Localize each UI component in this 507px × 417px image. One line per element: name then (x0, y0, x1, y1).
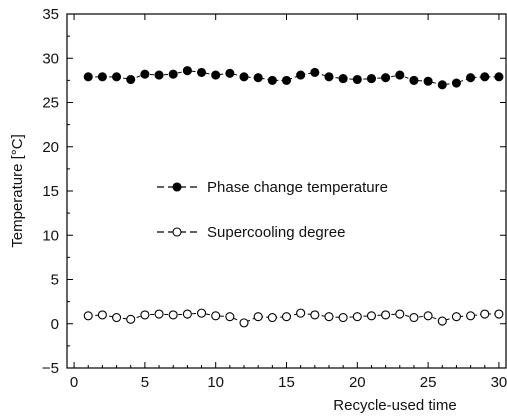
data-point (480, 309, 490, 319)
series-layer (83, 66, 504, 328)
data-point (154, 309, 164, 319)
data-point (466, 73, 476, 83)
data-point (168, 310, 178, 320)
data-point (112, 72, 122, 82)
y-axis-title: Temperature [°C] (9, 134, 26, 248)
data-point (196, 67, 207, 77)
series-line (88, 70, 499, 86)
data-point (338, 74, 348, 84)
data-point (324, 72, 334, 82)
data-point (366, 311, 377, 321)
data-point (281, 75, 292, 85)
data-point (83, 311, 93, 321)
data-point (112, 313, 122, 323)
y-tick-label: 35 (42, 6, 59, 23)
data-point (352, 312, 362, 322)
x-tick-label: 10 (207, 374, 224, 391)
y-tick-label: 15 (42, 183, 59, 200)
data-point (140, 69, 150, 79)
data-point (423, 76, 433, 86)
data-point (97, 310, 107, 320)
legend-label: Phase change temperature (207, 179, 388, 196)
y-tick-label: 0 (51, 316, 59, 333)
legend-marker (172, 227, 182, 237)
data-point (196, 308, 207, 318)
y-tick-label: 20 (42, 139, 59, 156)
data-point (267, 75, 277, 85)
legend-entry: Phase change temperature (157, 179, 388, 196)
data-point (437, 80, 447, 90)
y-tick-label: 30 (42, 50, 59, 67)
data-point (494, 309, 504, 319)
data-point (225, 68, 235, 78)
legend: Phase change temperature Supercooling deg… (157, 179, 388, 241)
data-point (239, 72, 249, 82)
legend-entry: Supercooling degree (157, 224, 345, 241)
data-point (366, 74, 377, 84)
data-point (168, 69, 178, 79)
data-point (154, 70, 164, 80)
data-point (395, 70, 405, 80)
data-point (423, 311, 433, 321)
data-point (182, 309, 192, 319)
data-point (381, 310, 391, 320)
series-supercooling-degree (83, 308, 504, 328)
y-tick-label: 10 (42, 227, 59, 244)
data-point (140, 310, 150, 320)
data-point (253, 73, 263, 83)
data-point (381, 73, 391, 83)
legend-marker (172, 182, 182, 192)
data-point (296, 308, 306, 318)
x-tick-label: 0 (70, 374, 78, 391)
data-point (395, 309, 405, 319)
data-point (296, 70, 306, 80)
data-point (494, 72, 504, 82)
data-point (83, 72, 93, 82)
data-point (126, 314, 136, 324)
x-tick-label: 25 (420, 374, 437, 391)
legend-label: Supercooling degree (207, 224, 345, 241)
series-phase-change-temperature (83, 66, 504, 90)
data-point (310, 67, 320, 77)
data-point (253, 312, 263, 322)
data-point (126, 74, 136, 85)
x-tick-label: 5 (141, 374, 149, 391)
x-tick-label: 30 (491, 374, 507, 391)
data-point (338, 313, 348, 323)
data-point (409, 75, 419, 85)
data-point (437, 316, 447, 326)
ticks: 0 5 10 15 20 25 30 −5 0 5 10 15 20 25 30 35 (42, 6, 507, 391)
data-point (211, 70, 221, 80)
data-point (97, 72, 107, 82)
y-tick-label: 5 (51, 272, 59, 289)
y-tick-label: −5 (42, 360, 59, 377)
data-point (409, 313, 419, 323)
data-point (352, 74, 362, 85)
data-point (239, 318, 249, 328)
series-line (88, 312, 499, 324)
data-point (182, 66, 192, 76)
x-tick-label: 20 (349, 374, 366, 391)
x-tick-label: 15 (278, 374, 295, 391)
y-tick-label: 25 (42, 95, 59, 112)
data-point (451, 312, 461, 322)
data-point (324, 312, 334, 322)
data-point (451, 78, 461, 88)
x-axis-title: Recycle-used time (333, 397, 456, 414)
data-point (211, 311, 221, 321)
data-point (310, 310, 320, 320)
data-point (466, 311, 476, 321)
data-point (225, 312, 235, 322)
data-point (267, 313, 277, 323)
data-point (480, 72, 490, 82)
data-point (281, 312, 292, 322)
